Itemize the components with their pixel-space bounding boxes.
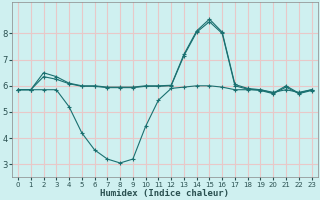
X-axis label: Humidex (Indice chaleur): Humidex (Indice chaleur)	[100, 189, 229, 198]
